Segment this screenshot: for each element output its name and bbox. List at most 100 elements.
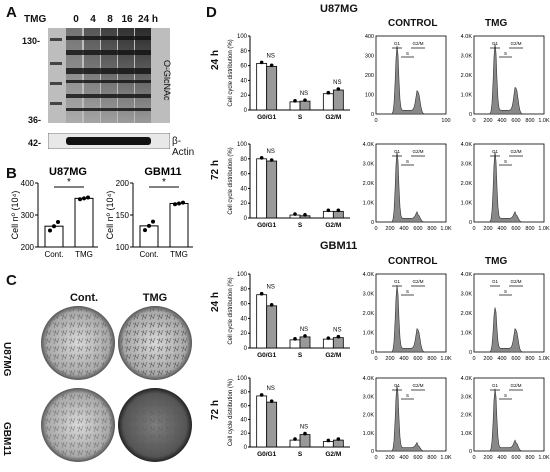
y-tick-label: 60 — [240, 64, 247, 70]
data-point — [269, 399, 274, 403]
x-tick-label: 1.0K — [538, 455, 550, 461]
x-tick-label: 400 — [497, 356, 506, 362]
y-tick-label: 200 — [116, 179, 130, 188]
data-point — [293, 99, 297, 103]
y-tick-label: 80 — [240, 390, 247, 396]
x-tick-label: G0/G1 — [257, 352, 277, 359]
beta-actin-label: β-Actin — [172, 136, 195, 158]
histogram-gbm11-24h-control: 0 1.0K 2.0K 3.0K 4.0K 0 200 400 600 800 1.0K G1 G2/M… — [363, 272, 452, 362]
timepoint-0: 0 — [73, 14, 79, 25]
x-tick-label: 600 — [413, 356, 422, 362]
data-point — [336, 208, 341, 213]
y-tick-label: 3.0K — [461, 162, 473, 168]
y-tick-label: 40 — [240, 316, 247, 322]
x-tick-label: 800 — [525, 455, 534, 461]
o-glcnac-label: O-GlcNAc — [162, 60, 172, 101]
sig-label: NS — [333, 328, 341, 334]
histogram-peaks — [474, 43, 544, 115]
x-tick-label: G0/G1 — [257, 114, 277, 121]
section-title-gbm11: GBM11 — [320, 240, 358, 252]
gate-label-g2m: G2/M — [510, 149, 521, 154]
sig-label: NS — [300, 91, 308, 97]
y-tick-label: 0 — [244, 445, 248, 451]
data-point — [269, 158, 274, 162]
data-point — [303, 334, 307, 338]
data-point — [326, 90, 331, 95]
time-label-u87-24h: 24 h — [210, 49, 221, 70]
x-tick-label: 400 — [399, 455, 408, 461]
y-tick-label: 3.0K — [461, 292, 473, 298]
data-point — [336, 437, 341, 441]
y-tick-label: 0 — [371, 350, 374, 356]
y-tick-label: 60 — [240, 302, 247, 308]
bar-s-tmg — [299, 434, 311, 448]
y-tick-label: 100 — [237, 142, 248, 148]
y-tick-label: 40 — [240, 78, 247, 84]
x-tick-label: S — [298, 352, 303, 359]
col-label-tmg: TMG — [142, 292, 168, 304]
x-tick-label: 0 — [374, 356, 377, 362]
mw-36: 36- — [28, 115, 42, 125]
y-tick-label: 100 — [237, 376, 248, 382]
bar-tmg — [74, 197, 94, 248]
bar-g0g1-control — [256, 62, 268, 111]
timepoint-16: 16 — [121, 14, 133, 25]
histogram-gbm11-24h-tmg: 0 1.0K 2.0K 3.0K 4.0K 0 200 400 600 800 1.0K G1 G2/M… — [461, 272, 550, 362]
timepoint-8: 8 — [107, 14, 113, 25]
x-tick-label: G2/M — [325, 114, 341, 121]
bar-g2m-tmg — [332, 337, 344, 349]
bar-s-control — [289, 439, 301, 448]
bar-g0g1-control — [256, 294, 268, 349]
y-tick-label: 200 — [21, 243, 35, 252]
y-tick-label: 300 — [365, 54, 374, 60]
y-tick-label: 20 — [240, 331, 247, 337]
histogram-peaks — [376, 45, 446, 115]
y-tick-label: 20 — [240, 431, 247, 437]
sig-label: NS — [266, 285, 274, 291]
x-tick-label: 200 — [483, 226, 492, 232]
y-tick-label: 0 — [244, 108, 248, 114]
data-point — [259, 60, 264, 65]
histogram-frame — [375, 377, 447, 452]
gate-label-s: S — [504, 289, 507, 294]
x-tick-label: 0 — [374, 118, 377, 124]
x-tick-label: 200 — [483, 455, 492, 461]
gate-label-g1: G1 — [394, 383, 401, 388]
bar-g0g1-tmg — [266, 160, 278, 219]
bar-cont — [139, 225, 159, 248]
data-point — [52, 224, 56, 229]
panel-d-cell-cycle: U87MG CONTROL TMG GBM11 CONTROL TMG 24 h… — [210, 0, 550, 467]
timepoint-4: 4 — [90, 14, 96, 25]
x-tick-label: 1.0K — [440, 226, 452, 232]
x-tick-label: S — [298, 222, 303, 229]
bar-g2m-control — [322, 338, 334, 349]
y-tick-label: 2.0K — [363, 311, 375, 317]
gate-label-g2m: G2/M — [510, 279, 521, 284]
bar-g2m-control — [322, 210, 334, 219]
mw-42: 42- — [28, 138, 42, 148]
x-tick-label: 600 — [511, 226, 520, 232]
gate-label-g1: G1 — [492, 279, 499, 284]
x-tick-label: G2/M — [325, 451, 341, 458]
sig-label: NS — [266, 149, 274, 155]
y-tick-label: 0 — [371, 220, 374, 226]
y-tick-label: 80 — [240, 49, 247, 55]
histogram-peaks — [376, 285, 446, 353]
data-point — [326, 208, 331, 213]
x-tick-label: G2/M — [325, 352, 341, 359]
x-tick-label: 1.0K — [440, 455, 452, 461]
sig-marker: * — [162, 177, 166, 188]
gate-label-g2m: G2/M — [412, 279, 423, 284]
x-tick-label: 800 — [427, 356, 436, 362]
data-point — [269, 63, 274, 68]
data-point — [293, 437, 297, 441]
x-tick-label: TMG — [75, 250, 93, 259]
col-header-tmg-u87mg: TMG — [485, 18, 508, 29]
bar-u87mg-24h: Cell cycle distribution (%) 0 20 40 60 80 100 G… — [228, 34, 350, 121]
bar-g0g1-control — [256, 158, 268, 219]
x-tick-label: 800 — [427, 226, 436, 232]
y-axis-label: Cell cycle distribution (%) — [228, 277, 234, 344]
sig-label: NS — [266, 386, 274, 392]
y-axis-label: Cell cycle distribution (%) — [228, 39, 234, 106]
x-tick-label: 0 — [472, 118, 475, 124]
